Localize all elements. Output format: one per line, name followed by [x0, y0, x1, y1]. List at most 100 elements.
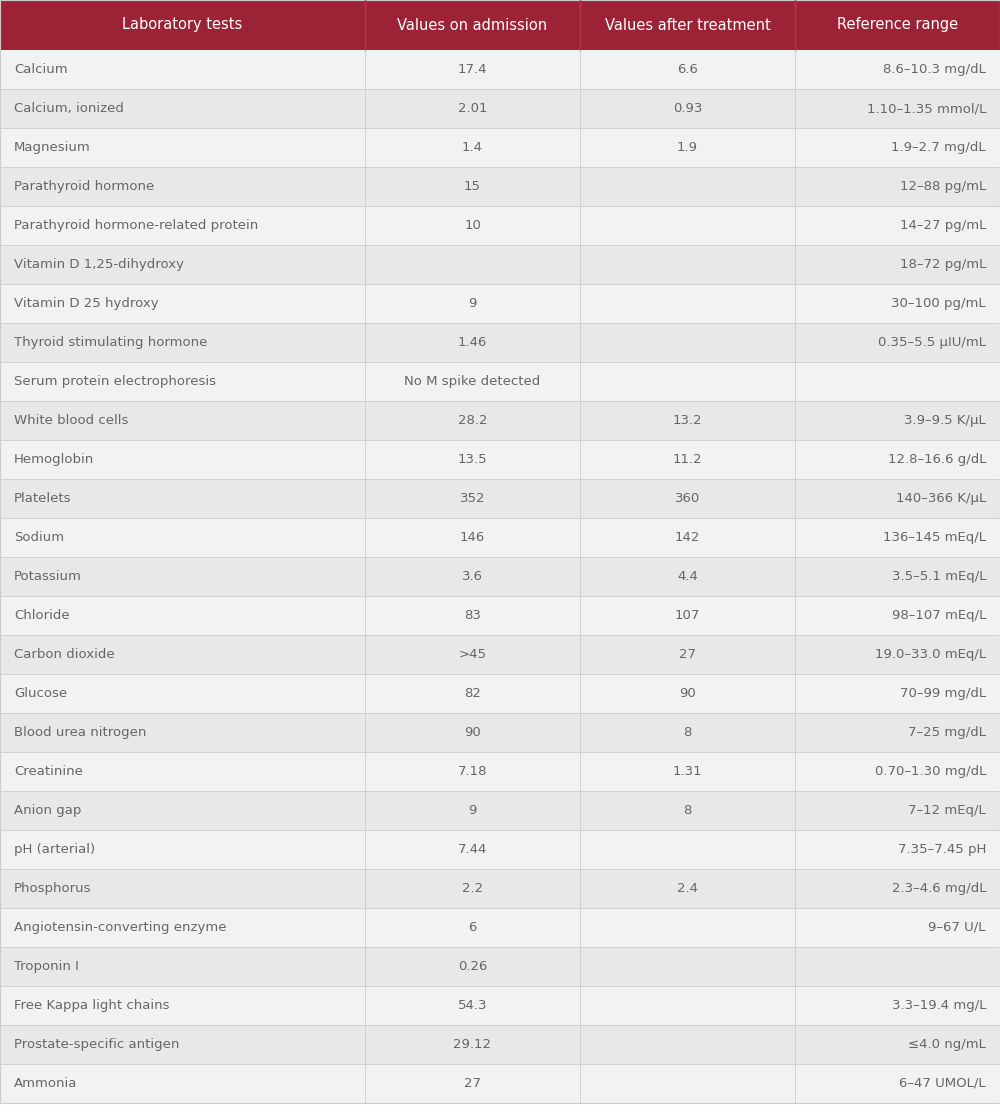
Bar — [0, 597, 1000, 636]
Text: 146: 146 — [460, 531, 485, 544]
Text: Hemoglobin: Hemoglobin — [14, 453, 94, 466]
Text: 0.35–5.5 μIU/mL: 0.35–5.5 μIU/mL — [878, 336, 986, 349]
Bar — [0, 712, 1000, 752]
Text: 142: 142 — [675, 531, 700, 544]
Text: Prostate-specific antigen: Prostate-specific antigen — [14, 1038, 179, 1051]
Bar — [0, 752, 1000, 791]
Text: Thyroid stimulating hormone: Thyroid stimulating hormone — [14, 336, 207, 349]
Text: Phosphorus: Phosphorus — [14, 882, 92, 895]
Text: 1.4: 1.4 — [462, 140, 483, 154]
Bar — [0, 518, 1000, 558]
Text: Values on admission: Values on admission — [397, 18, 548, 32]
Text: 8: 8 — [683, 726, 692, 739]
Text: 1.46: 1.46 — [458, 336, 487, 349]
Text: 28.2: 28.2 — [458, 414, 487, 427]
Text: 6: 6 — [468, 921, 477, 934]
Text: 18–72 pg/mL: 18–72 pg/mL — [900, 258, 986, 271]
Text: 136–145 mEq/L: 136–145 mEq/L — [883, 531, 986, 544]
Text: 4.4: 4.4 — [677, 570, 698, 583]
Text: Serum protein electrophoresis: Serum protein electrophoresis — [14, 375, 216, 388]
Bar — [0, 908, 1000, 947]
Text: 29.12: 29.12 — [454, 1038, 492, 1051]
Bar — [0, 401, 1000, 440]
Bar — [0, 245, 1000, 284]
Bar — [0, 1064, 1000, 1103]
Text: Platelets: Platelets — [14, 492, 72, 505]
Bar — [0, 830, 1000, 869]
Text: 7.18: 7.18 — [458, 765, 487, 778]
Text: 3.3–19.4 mg/L: 3.3–19.4 mg/L — [892, 999, 986, 1012]
Text: 1.9: 1.9 — [677, 140, 698, 154]
Text: Angiotensin-converting enzyme: Angiotensin-converting enzyme — [14, 921, 226, 934]
Text: 14–27 pg/mL: 14–27 pg/mL — [900, 219, 986, 232]
Text: 17.4: 17.4 — [458, 64, 487, 76]
Text: 98–107 mEq/L: 98–107 mEq/L — [892, 609, 986, 622]
Bar — [0, 284, 1000, 323]
Text: 15: 15 — [464, 180, 481, 193]
Text: Laboratory tests: Laboratory tests — [122, 18, 243, 32]
Text: 1.31: 1.31 — [673, 765, 702, 778]
Text: 10: 10 — [464, 219, 481, 232]
Text: 352: 352 — [460, 492, 485, 505]
Bar — [0, 1025, 1000, 1064]
Text: 8.6–10.3 mg/dL: 8.6–10.3 mg/dL — [883, 64, 986, 76]
Text: 0.93: 0.93 — [673, 101, 702, 115]
Text: 27: 27 — [679, 648, 696, 661]
Text: White blood cells: White blood cells — [14, 414, 128, 427]
Text: 6–47 UMOL/L: 6–47 UMOL/L — [899, 1077, 986, 1090]
Text: Creatinine: Creatinine — [14, 765, 83, 778]
Bar — [0, 947, 1000, 986]
Text: No M spike detected: No M spike detected — [404, 375, 541, 388]
Text: Reference range: Reference range — [837, 18, 958, 32]
Text: Calcium, ionized: Calcium, ionized — [14, 101, 124, 115]
Text: 7–25 mg/dL: 7–25 mg/dL — [908, 726, 986, 739]
Text: Vitamin D 1,25-dihydroxy: Vitamin D 1,25-dihydroxy — [14, 258, 184, 271]
Bar — [0, 206, 1000, 245]
Text: 9–67 U/L: 9–67 U/L — [928, 921, 986, 934]
Text: 13.5: 13.5 — [458, 453, 487, 466]
Text: 70–99 mg/dL: 70–99 mg/dL — [900, 687, 986, 700]
Text: 2.01: 2.01 — [458, 101, 487, 115]
Bar — [0, 558, 1000, 597]
Text: Free Kappa light chains: Free Kappa light chains — [14, 999, 170, 1012]
Bar — [0, 986, 1000, 1025]
Text: Anion gap: Anion gap — [14, 804, 81, 817]
Text: Magnesium: Magnesium — [14, 140, 91, 154]
Text: >45: >45 — [458, 648, 486, 661]
Bar — [0, 636, 1000, 673]
Text: 9: 9 — [468, 804, 477, 817]
Bar — [0, 89, 1000, 128]
Text: 2.4: 2.4 — [677, 882, 698, 895]
Bar — [0, 440, 1000, 479]
Text: 11.2: 11.2 — [673, 453, 702, 466]
Text: 140–366 K/μL: 140–366 K/μL — [896, 492, 986, 505]
Text: 360: 360 — [675, 492, 700, 505]
Text: Chloride: Chloride — [14, 609, 70, 622]
Text: Troponin I: Troponin I — [14, 960, 79, 973]
Text: 82: 82 — [464, 687, 481, 700]
Text: 1.9–2.7 mg/dL: 1.9–2.7 mg/dL — [891, 140, 986, 154]
Text: Parathyroid hormone: Parathyroid hormone — [14, 180, 154, 193]
Text: 90: 90 — [464, 726, 481, 739]
Bar — [0, 869, 1000, 908]
Text: Potassium: Potassium — [14, 570, 82, 583]
Bar — [0, 167, 1000, 206]
Text: 12.8–16.6 g/dL: 12.8–16.6 g/dL — [888, 453, 986, 466]
Text: 7.35–7.45 pH: 7.35–7.45 pH — [898, 843, 986, 856]
Text: Vitamin D 25 hydroxy: Vitamin D 25 hydroxy — [14, 297, 159, 310]
Text: 83: 83 — [464, 609, 481, 622]
Bar — [0, 50, 1000, 89]
Text: 9: 9 — [468, 297, 477, 310]
Text: Parathyroid hormone-related protein: Parathyroid hormone-related protein — [14, 219, 258, 232]
Text: 90: 90 — [679, 687, 696, 700]
Text: Blood urea nitrogen: Blood urea nitrogen — [14, 726, 146, 739]
Text: Calcium: Calcium — [14, 64, 68, 76]
Text: Carbon dioxide: Carbon dioxide — [14, 648, 115, 661]
Bar — [0, 128, 1000, 167]
Text: 3.6: 3.6 — [462, 570, 483, 583]
Text: 0.70–1.30 mg/dL: 0.70–1.30 mg/dL — [875, 765, 986, 778]
Text: Values after treatment: Values after treatment — [605, 18, 770, 32]
Text: 0.26: 0.26 — [458, 960, 487, 973]
Text: Ammonia: Ammonia — [14, 1077, 77, 1090]
Bar — [0, 323, 1000, 362]
